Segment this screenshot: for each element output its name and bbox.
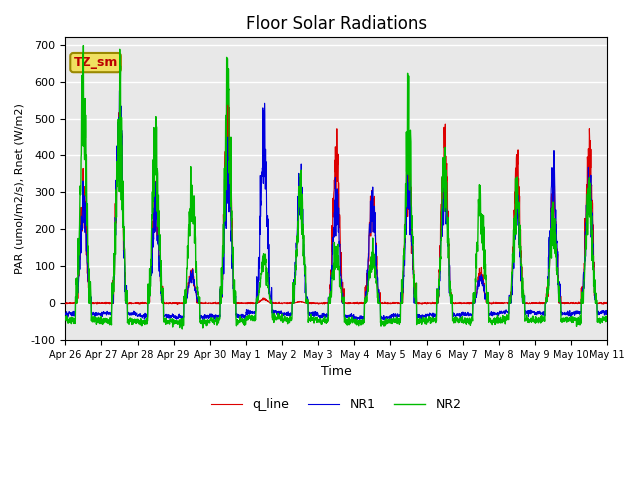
Line: q_line: q_line <box>65 92 607 304</box>
Y-axis label: PAR (umol/m2/s), Rnet (W/m2): PAR (umol/m2/s), Rnet (W/m2) <box>15 103 25 274</box>
NR1 <box>353 314 360 320</box>
NR1 <box>604 310 611 316</box>
NR1 <box>556 294 564 300</box>
Text: TZ_sm: TZ_sm <box>74 56 118 69</box>
NR2 <box>571 315 579 321</box>
NR2 <box>604 318 611 324</box>
NR1 <box>212 312 220 318</box>
q_line <box>212 301 220 307</box>
NR1 <box>494 310 502 316</box>
NR1 <box>364 258 372 264</box>
X-axis label: Time: Time <box>321 365 351 378</box>
NR1 <box>349 317 357 323</box>
NR2 <box>79 43 87 48</box>
Legend: q_line, NR1, NR2: q_line, NR1, NR2 <box>206 393 467 416</box>
NR1 <box>571 309 579 315</box>
Title: Floor Solar Radiations: Floor Solar Radiations <box>246 15 427 33</box>
q_line <box>571 301 579 307</box>
NR2 <box>556 294 564 300</box>
q_line <box>174 301 182 307</box>
NR1 <box>116 88 124 94</box>
q_line <box>353 300 360 306</box>
NR2 <box>353 316 360 322</box>
NR2 <box>364 288 372 294</box>
q_line <box>604 300 611 306</box>
NR2 <box>213 322 221 328</box>
NR2 <box>179 326 186 332</box>
NR1 <box>61 310 69 316</box>
NR2 <box>61 316 69 322</box>
Line: NR1: NR1 <box>65 91 607 320</box>
q_line <box>494 300 502 306</box>
q_line <box>61 300 69 306</box>
q_line <box>225 89 232 95</box>
q_line <box>364 265 372 271</box>
Line: NR2: NR2 <box>65 46 607 329</box>
NR2 <box>494 320 502 326</box>
q_line <box>556 294 564 300</box>
